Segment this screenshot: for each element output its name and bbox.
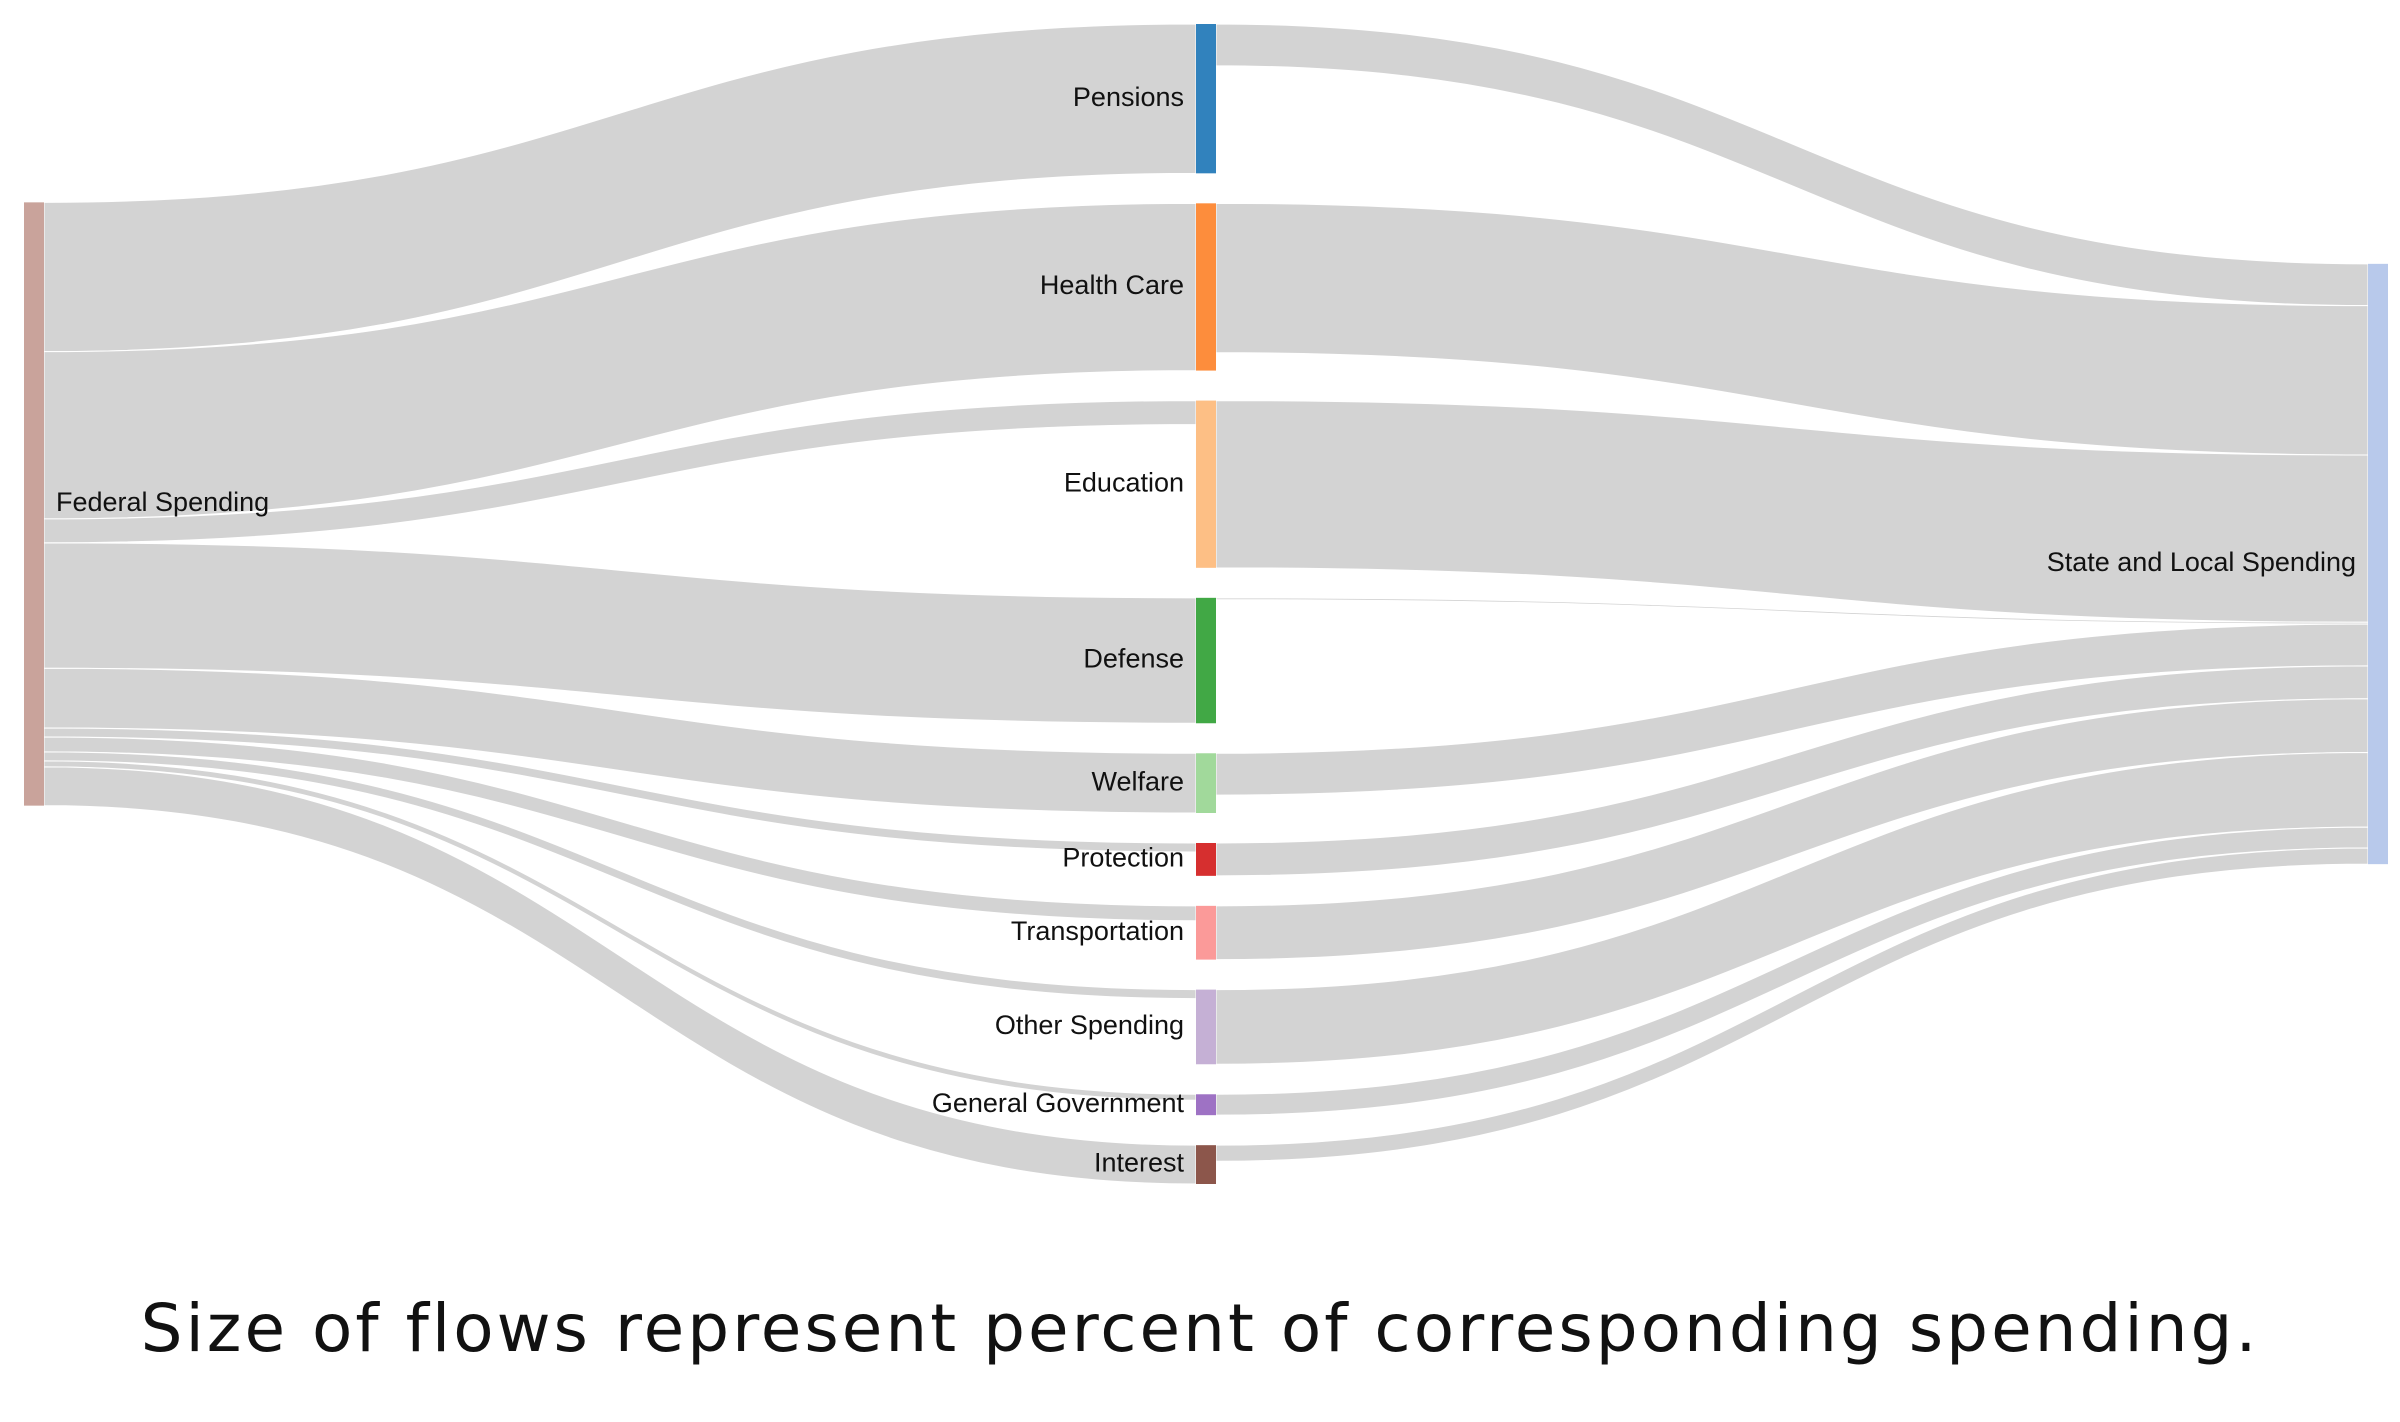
sankey-links bbox=[43, 23, 2369, 1185]
label-pensions: Pensions bbox=[1073, 82, 1184, 112]
label-defense: Defense bbox=[1083, 644, 1184, 674]
label-protection: Protection bbox=[1062, 843, 1184, 873]
label-other: Other Spending bbox=[995, 1010, 1184, 1040]
link-federal-pensions bbox=[43, 23, 1197, 353]
sankey-diagram: Federal Spending Pensions Health Care Educa… bbox=[24, 23, 2388, 1185]
node-state-local-spending bbox=[2368, 263, 2388, 865]
node-interest bbox=[1196, 1145, 1216, 1184]
label-general: General Government bbox=[932, 1088, 1185, 1118]
label-state-local-spending: State and Local Spending bbox=[2047, 547, 2356, 577]
node-other bbox=[1196, 989, 1216, 1065]
node-pensions bbox=[1196, 24, 1216, 174]
label-education: Education bbox=[1064, 467, 1184, 497]
node-protection bbox=[1196, 842, 1216, 876]
label-transportation: Transportation bbox=[1011, 916, 1184, 946]
label-health: Health Care bbox=[1040, 270, 1184, 300]
diagram-caption: Size of flows represent percent of corre… bbox=[140, 1290, 2260, 1367]
label-interest: Interest bbox=[1094, 1148, 1185, 1178]
sankey-labels: Federal Spending Pensions Health Care Educa… bbox=[56, 82, 2356, 1178]
link-federal-defense bbox=[43, 542, 1197, 724]
node-health bbox=[1196, 203, 1216, 371]
node-defense bbox=[1196, 597, 1216, 724]
sankey-nodes bbox=[24, 24, 2388, 1184]
node-education bbox=[1196, 400, 1216, 568]
label-welfare: Welfare bbox=[1091, 766, 1184, 796]
node-federal-spending bbox=[24, 202, 44, 806]
node-general bbox=[1196, 1094, 1216, 1116]
node-transportation bbox=[1196, 905, 1216, 960]
label-federal-spending: Federal Spending bbox=[56, 487, 269, 517]
node-welfare bbox=[1196, 753, 1216, 813]
